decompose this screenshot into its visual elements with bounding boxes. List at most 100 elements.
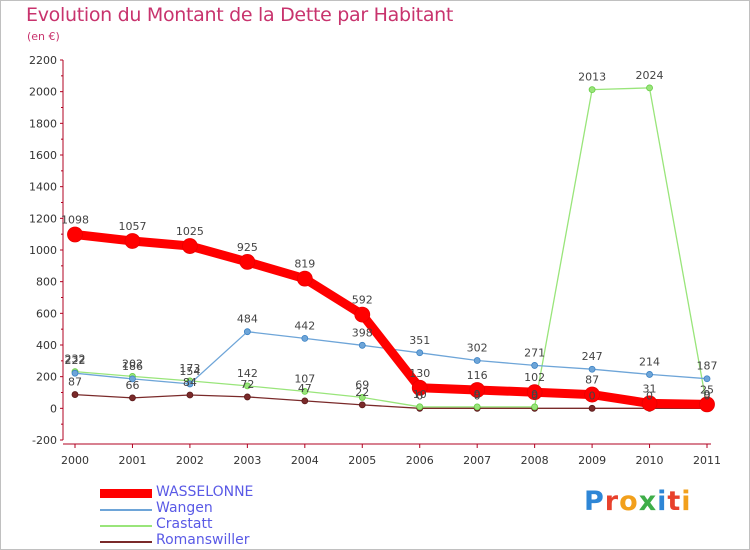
logo-letter: x	[638, 486, 658, 517]
data-label: 31	[643, 382, 657, 395]
data-label: 484	[237, 313, 258, 326]
logo-letter: i	[657, 486, 668, 517]
chart-unit: (en €)	[27, 30, 60, 43]
data-point	[71, 391, 79, 398]
data-point	[71, 369, 79, 377]
logo-letter: i	[681, 486, 692, 517]
data-label: 154	[179, 365, 200, 378]
proxiti-logo: Proxiti	[584, 486, 692, 517]
data-label: 351	[409, 334, 430, 347]
data-point	[358, 341, 366, 349]
data-label: 2024	[636, 69, 664, 82]
data-label: 398	[352, 326, 373, 339]
y-tick-label: 600	[36, 307, 57, 320]
data-point	[243, 328, 251, 336]
data-label: 87	[585, 374, 599, 387]
data-point	[243, 393, 251, 401]
data-point	[473, 403, 481, 411]
data-label: 187	[697, 360, 718, 373]
y-tick-label: 1000	[29, 244, 57, 257]
data-point	[358, 401, 366, 409]
data-label: 186	[122, 360, 143, 373]
data-label: 25	[700, 383, 714, 396]
data-label: 9	[704, 388, 711, 401]
data-point	[641, 395, 658, 412]
legend-label: WASSELONNE	[156, 484, 254, 500]
data-point	[473, 357, 481, 364]
data-point	[243, 382, 251, 390]
data-label: 202	[122, 357, 143, 370]
data-label: 1057	[118, 220, 146, 233]
x-tick-label: 2003	[233, 454, 261, 467]
data-point	[588, 86, 596, 94]
chart-title: Evolution du Montant de la Dette par Hab…	[26, 4, 454, 26]
data-label: 0	[589, 389, 596, 402]
data-label: 102	[524, 371, 545, 384]
data-label: 10	[413, 388, 427, 401]
data-label: 72	[240, 378, 254, 391]
data-point	[239, 253, 256, 270]
series-line-wasselonne	[70, 230, 712, 409]
data-label: 222	[65, 354, 86, 367]
y-tick-label: 800	[36, 276, 57, 289]
data-point	[354, 306, 371, 323]
data-label: 0	[474, 389, 481, 402]
x-tick-label: 2005	[348, 454, 376, 467]
y-tick-label: 2200	[29, 54, 57, 67]
data-label: 925	[237, 241, 258, 254]
data-point	[301, 397, 309, 405]
data-label: 173	[179, 362, 200, 375]
data-label: 0	[416, 389, 423, 402]
x-tick-label: 2004	[291, 454, 319, 467]
data-point	[186, 391, 194, 399]
logo-letter: o	[619, 486, 639, 517]
data-label: 592	[352, 294, 373, 307]
data-point	[588, 365, 596, 373]
x-tick-label: 2010	[636, 454, 664, 467]
y-tick-label: 1600	[29, 149, 57, 162]
x-tick-label: 2000	[61, 454, 89, 467]
data-point	[526, 384, 543, 401]
data-label: 107	[294, 372, 315, 385]
data-label: 247	[582, 350, 603, 363]
data-label: 1025	[176, 225, 204, 238]
axes: -200020040060080010001200140016001800200…	[29, 54, 721, 467]
data-point	[186, 380, 194, 388]
data-point	[124, 233, 141, 249]
legend-swatch	[100, 509, 152, 511]
data-point	[301, 387, 309, 395]
data-label: 130	[409, 367, 430, 380]
data-label: 271	[524, 346, 545, 359]
data-point	[699, 396, 715, 413]
legend-swatch	[100, 525, 152, 527]
data-point	[416, 349, 424, 357]
legend-swatch	[100, 489, 152, 498]
data-label: 0	[704, 389, 711, 402]
legend-label: Romanswiller	[156, 532, 250, 548]
data-point	[182, 238, 198, 254]
x-tick-label: 2011	[693, 454, 721, 467]
data-label: 116	[467, 369, 488, 382]
data-label: 819	[294, 258, 315, 271]
series-line-romanswiller	[74, 393, 708, 409]
data-label: 142	[237, 367, 258, 380]
data-point	[358, 394, 366, 401]
data-point	[129, 394, 136, 402]
logo-letter: r	[604, 486, 620, 517]
y-tick-label: 400	[36, 339, 57, 352]
data-label: 442	[294, 319, 315, 332]
y-tick-label: 0	[50, 402, 57, 415]
data-point	[703, 375, 711, 383]
data-label: 47	[298, 382, 312, 395]
data-label: 214	[639, 355, 660, 368]
y-tick-label: 200	[36, 371, 57, 384]
data-label: 69	[355, 378, 369, 391]
data-point	[588, 404, 596, 412]
data-point	[411, 379, 428, 396]
data-point	[469, 382, 486, 398]
data-point	[296, 270, 313, 287]
data-label: 0	[531, 389, 538, 402]
